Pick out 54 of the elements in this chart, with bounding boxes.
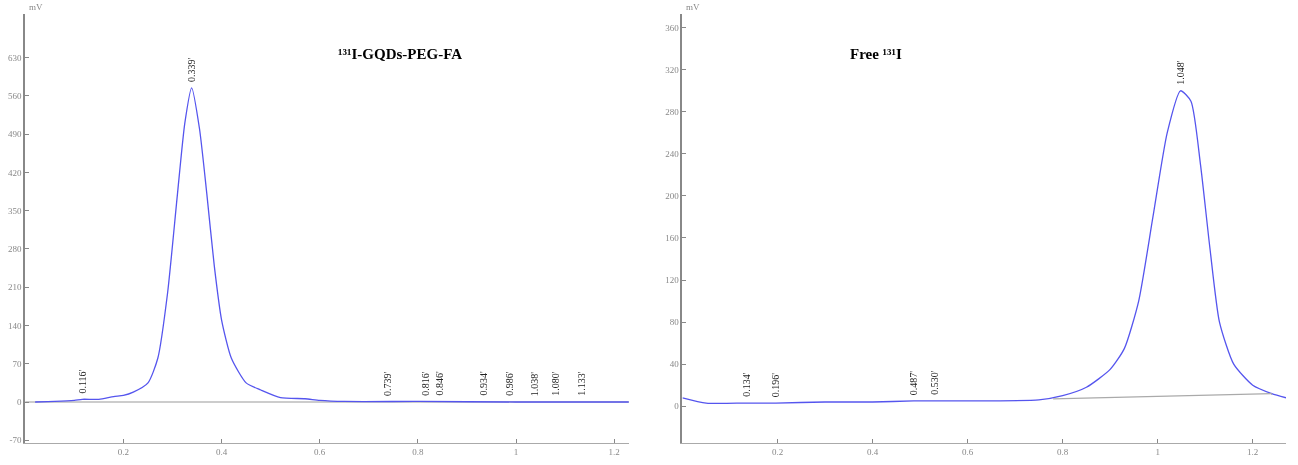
y-tick-label: 210: [8, 282, 23, 293]
y-axis-title: mV: [29, 2, 43, 12]
x-tick-label: 0.2: [117, 446, 130, 457]
y-tick-label: 320: [665, 64, 680, 75]
annotation: 0.739': [381, 371, 393, 396]
x-tick-label: 0.4: [866, 446, 879, 457]
annotation: 1.038': [529, 371, 541, 397]
y-tick-label: 200: [665, 191, 680, 202]
y-tick-label: 120: [665, 275, 680, 286]
y-tick-label: 360: [665, 22, 680, 33]
y-tick-label: 350: [8, 205, 23, 216]
y-axis-title: mV: [686, 2, 700, 12]
text: Free ¹³¹I: [850, 46, 903, 62]
y-tick-label: 490: [8, 129, 23, 140]
annotation: 0.934': [477, 371, 489, 396]
y-tick-label: 240: [665, 149, 680, 159]
y-tick-label: -70: [9, 435, 23, 446]
x-tick-label: 0.4: [215, 446, 228, 457]
annotation: 0.339': [186, 57, 198, 82]
x-tick-label: 1.2: [608, 446, 620, 457]
annotation: 1.048': [1175, 60, 1187, 85]
y-tick-label: 160: [665, 233, 680, 244]
y-tick-label: 280: [665, 106, 680, 117]
annotation: 0.134': [740, 372, 752, 397]
text: ¹³¹I-GQDs-PEG-FA: [338, 46, 463, 62]
line-series: [682, 90, 1286, 405]
y-tick-label: 0: [17, 397, 23, 408]
x-tick-label: 0.2: [771, 446, 784, 457]
line-series: [34, 87, 629, 403]
annotation: 0.196': [770, 372, 782, 398]
annotation: 0.116': [76, 369, 88, 394]
annotation: 0.846': [434, 370, 446, 396]
x-tick-label: 0.6: [314, 446, 326, 457]
y-tick-label: 80: [669, 317, 680, 328]
x-tick-label: 0.8: [1057, 446, 1069, 457]
annotation: 1.080': [549, 371, 561, 396]
annotation: 0.530': [928, 370, 940, 395]
y-tick-label: 420: [8, 167, 23, 178]
annotation: 0.816': [419, 371, 431, 396]
x-tick-label: 1.2: [1247, 446, 1259, 457]
annotation: 0.986': [503, 371, 515, 396]
y-tick-label: 70: [12, 358, 23, 369]
x-tick-label: 0.8: [412, 446, 424, 457]
y-tick-label: 0: [674, 401, 680, 412]
x-tick-label: 0.6: [961, 446, 974, 457]
annotation: 1.133': [575, 371, 587, 396]
y-tick-label: 630: [8, 52, 23, 63]
y-tick-label: 40: [669, 359, 680, 370]
y-tick-label: 280: [8, 244, 23, 255]
x-tick-label: 1: [1155, 446, 1160, 457]
y-tick-label: 140: [8, 320, 23, 331]
y-tick-label: 560: [8, 91, 23, 102]
annotation: 0.487': [908, 370, 920, 396]
x-tick-label: 1: [513, 446, 519, 457]
